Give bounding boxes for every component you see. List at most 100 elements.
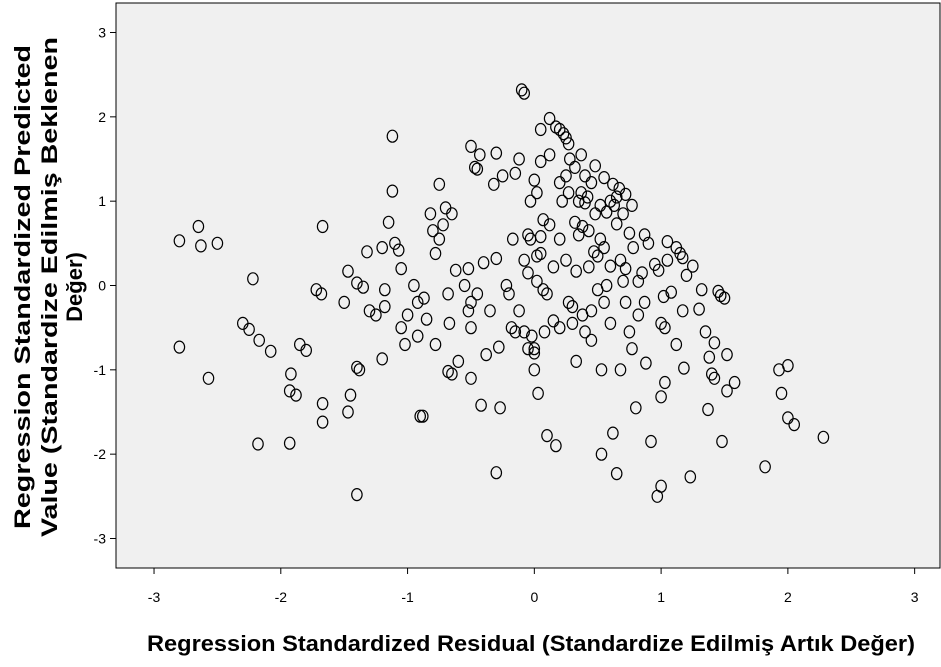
data-point	[361, 245, 373, 259]
data-point	[524, 194, 537, 208]
data-point	[408, 278, 420, 293]
data-point	[553, 232, 566, 246]
data-point	[518, 253, 530, 267]
data-point	[528, 346, 541, 360]
data-point	[604, 194, 617, 208]
data-point	[629, 401, 642, 415]
data-point	[253, 333, 266, 347]
data-point	[490, 466, 503, 480]
points-layer	[173, 83, 830, 503]
data-point	[465, 321, 477, 335]
data-point	[531, 186, 543, 200]
x-tick-label: 0	[530, 589, 538, 605]
data-point	[531, 274, 543, 288]
data-point	[537, 213, 549, 227]
data-point	[581, 190, 594, 204]
data-point	[429, 337, 442, 352]
data-point	[376, 241, 388, 255]
data-point	[652, 263, 665, 277]
data-point	[424, 207, 437, 221]
data-point	[547, 260, 560, 274]
data-point	[462, 262, 475, 276]
data-point	[553, 321, 566, 335]
x-tick-label: 2	[784, 589, 792, 605]
data-point	[623, 226, 636, 240]
data-point	[598, 171, 610, 185]
data-point	[392, 243, 405, 257]
y-tick-label: -3	[94, 530, 107, 546]
data-point	[492, 340, 505, 354]
y-axis-ticks: -3 -2 -1 0 1 2 3	[94, 25, 116, 546]
data-point	[566, 316, 579, 330]
data-point	[721, 384, 733, 398]
data-point	[316, 415, 329, 429]
data-point	[534, 122, 547, 137]
data-point	[300, 343, 312, 357]
y-axis-title-line-2: Value (Standardize Edilmiş Beklenen	[37, 37, 62, 537]
data-point	[588, 245, 600, 259]
y-axis-title-line-1: Regression Standardized Predicted	[10, 45, 35, 529]
data-point	[570, 264, 582, 278]
data-point	[378, 283, 391, 297]
data-point	[712, 284, 724, 298]
x-axis-ticks: -3 -2 -1 0 1 2 3	[148, 568, 919, 605]
data-point	[661, 235, 674, 249]
data-point	[702, 402, 714, 417]
data-point	[607, 177, 619, 191]
data-point	[759, 460, 771, 474]
data-point	[401, 308, 414, 322]
data-point	[534, 154, 547, 169]
data-point	[173, 234, 186, 248]
data-point	[582, 260, 595, 274]
x-tick-label: -2	[275, 589, 288, 605]
data-point	[443, 316, 456, 330]
y-tick-label: -2	[94, 446, 107, 462]
data-point	[623, 325, 636, 339]
data-point	[619, 295, 632, 309]
data-point	[680, 268, 693, 282]
data-point	[598, 241, 610, 255]
data-point	[562, 295, 575, 309]
data-point	[487, 177, 500, 191]
data-point	[703, 350, 716, 364]
data-point	[471, 287, 484, 301]
data-point	[411, 295, 424, 309]
data-point	[351, 276, 363, 290]
data-point	[505, 321, 518, 335]
data-point	[705, 367, 718, 381]
data-point	[509, 166, 522, 180]
data-point	[632, 308, 645, 322]
x-axis-title: Regression Standardized Residual (Standa…	[147, 631, 915, 656]
data-point	[344, 388, 357, 402]
data-point	[534, 246, 547, 261]
data-point	[522, 342, 534, 356]
data-point	[283, 436, 296, 450]
data-point	[446, 207, 458, 221]
data-point	[617, 207, 629, 221]
data-point	[627, 241, 639, 255]
data-point	[449, 263, 462, 277]
data-point	[585, 333, 598, 347]
data-point	[429, 246, 442, 261]
data-point	[376, 352, 388, 366]
data-point	[619, 262, 632, 276]
data-point	[357, 280, 369, 294]
data-point	[173, 340, 186, 354]
y-axis-title-line-3: Değer)	[62, 252, 87, 322]
data-point	[386, 129, 399, 143]
data-point	[518, 325, 530, 339]
data-point	[433, 232, 446, 246]
data-point	[638, 228, 651, 242]
data-point	[475, 398, 487, 412]
data-point	[676, 251, 689, 265]
data-point	[591, 249, 604, 263]
data-point	[543, 218, 556, 232]
data-point	[473, 148, 486, 162]
data-point	[560, 169, 572, 183]
data-point	[468, 160, 481, 174]
data-point	[513, 152, 525, 166]
data-point	[638, 295, 651, 309]
data-point	[541, 429, 553, 443]
data-point	[446, 367, 458, 381]
data-point	[509, 325, 522, 339]
